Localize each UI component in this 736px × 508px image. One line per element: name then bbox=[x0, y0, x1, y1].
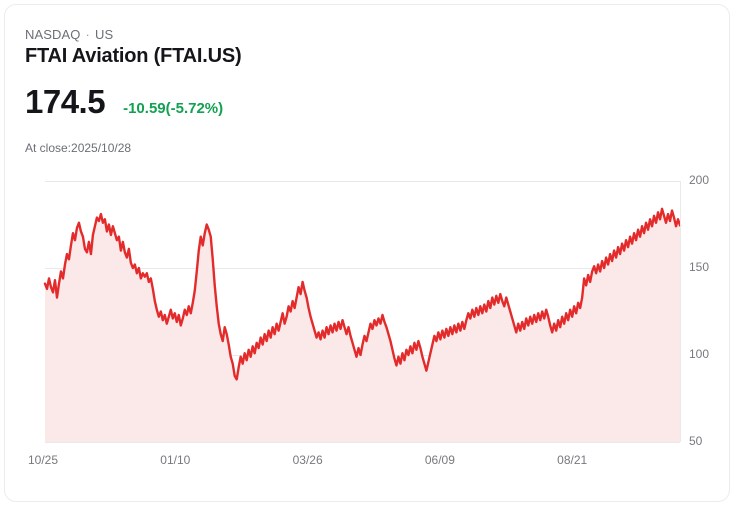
price-chart-svg bbox=[43, 181, 682, 443]
price-change: -10.59(-5.72%) bbox=[123, 100, 224, 117]
y-tick-label: 100 bbox=[689, 347, 710, 361]
price-row: 174.5 -10.59(-5.72%) bbox=[25, 85, 223, 118]
y-tick-label: 200 bbox=[689, 173, 710, 187]
stock-quote-card: NASDAQ · US FTAI Aviation (FTAI.US) 174.5 … bbox=[4, 4, 730, 502]
exchange-name: NASDAQ bbox=[25, 27, 81, 42]
x-tick-label: 08/21 bbox=[557, 453, 588, 467]
separator-dot: · bbox=[85, 27, 90, 42]
page-title: FTAI Aviation (FTAI.US) bbox=[25, 45, 242, 67]
y-tick-label: 50 bbox=[689, 434, 703, 448]
x-tick-label: 06/09 bbox=[424, 453, 455, 467]
chart-line bbox=[43, 207, 682, 381]
price-chart[interactable]: 200 150 100 50 10/25 01/10 03/26 06/09 08/21 bbox=[5, 165, 729, 475]
chart-area-fill bbox=[45, 208, 680, 442]
x-tick-label: 01/10 bbox=[160, 453, 191, 467]
region-code: US bbox=[94, 27, 114, 42]
x-tick-label: 03/26 bbox=[292, 453, 323, 467]
y-tick-label: 150 bbox=[689, 260, 710, 274]
x-tick-label: 10/25 bbox=[28, 453, 59, 467]
market-status: At close:2025/10/28 bbox=[25, 141, 132, 155]
current-price: 174.5 bbox=[25, 83, 106, 120]
exchange-region-line: NASDAQ · US bbox=[25, 27, 113, 42]
